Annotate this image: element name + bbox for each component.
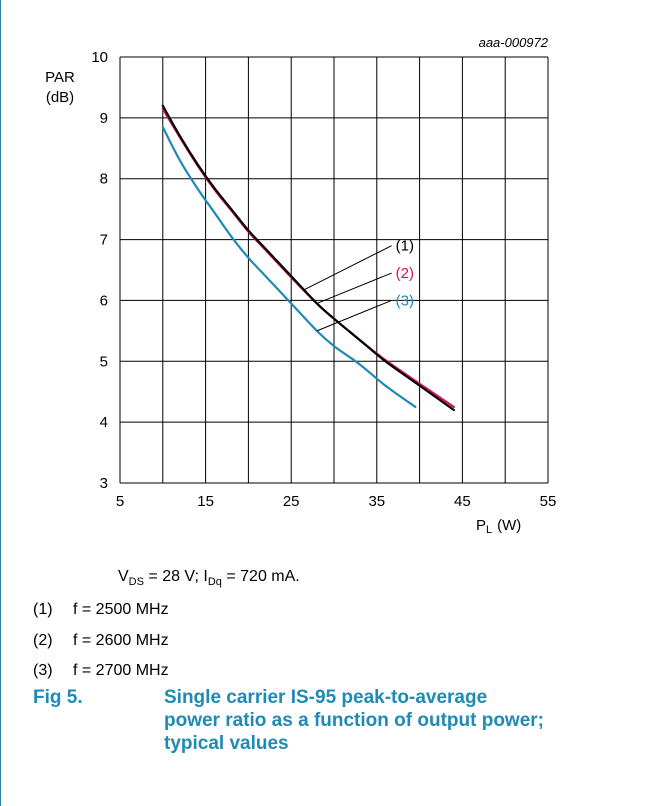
series-label: (2) [396,265,414,282]
callout-leader-line [303,245,392,291]
x-axis-label-unit: (W) [497,517,521,534]
series-line [161,104,455,412]
x-tick-label: 5 [116,493,124,510]
y-tick-label: 9 [100,110,108,127]
note-number: (2) [33,632,53,649]
chart-code: aaa-000972 [479,35,549,50]
series-line [161,107,455,409]
series-lines [161,104,455,412]
note-number: (3) [33,662,53,679]
left-border-line [0,0,1,806]
series-label: (1) [396,238,414,255]
note-item: (3) f = 2700 MHz [33,662,169,680]
x-axis-label: PL (W) [476,517,521,536]
plot-grid [119,56,549,484]
x-tick-label: 45 [454,493,471,510]
note-number: (1) [33,601,53,618]
note-text: f = 2700 MHz [73,662,169,679]
cond-v: V [118,568,129,585]
note-text: f = 2500 MHz [73,601,169,618]
cond-v-sub: DS [128,576,144,589]
y-tick-label: 6 [100,292,108,309]
y-tick-label: 3 [100,475,108,492]
x-axis-label-main: P [476,517,486,534]
cond-i-sub: Dq [207,576,222,589]
cond-v-rest: = 28 V; I [143,568,208,585]
note-item: (2) f = 2600 MHz [33,632,169,650]
y-tick-label: 7 [100,232,108,249]
cond-i-rest: = 720 mA. [221,568,300,585]
x-tick-label: 35 [368,493,385,510]
x-tick-label: 25 [283,493,300,510]
x-tick-label: 15 [197,493,214,510]
series-line [161,125,417,409]
y-tick-label: 5 [100,353,108,370]
x-tick-label: 55 [540,493,557,510]
x-axis-label-sub: L [486,524,492,536]
y-axis-label: PAR [45,69,75,86]
y-tick-label: 10 [91,49,108,66]
series-callouts: (1) (2) (3) [303,238,414,332]
y-tick-label: 4 [100,414,108,431]
y-axis-unit: (dB) [46,89,74,106]
y-tick-label: 8 [100,171,108,188]
test-conditions: VDS = 28 V; IDq = 720 mA. [118,568,300,588]
callout-leader-line [316,272,392,304]
note-text: f = 2600 MHz [73,632,169,649]
series-label: (3) [396,292,414,309]
figure-title: Single carrier IS-95 peak-to-average pow… [164,687,544,754]
callout-leader-line [316,299,392,332]
note-item: (1) f = 2500 MHz [33,601,169,619]
figure-number: Fig 5. [33,687,83,708]
